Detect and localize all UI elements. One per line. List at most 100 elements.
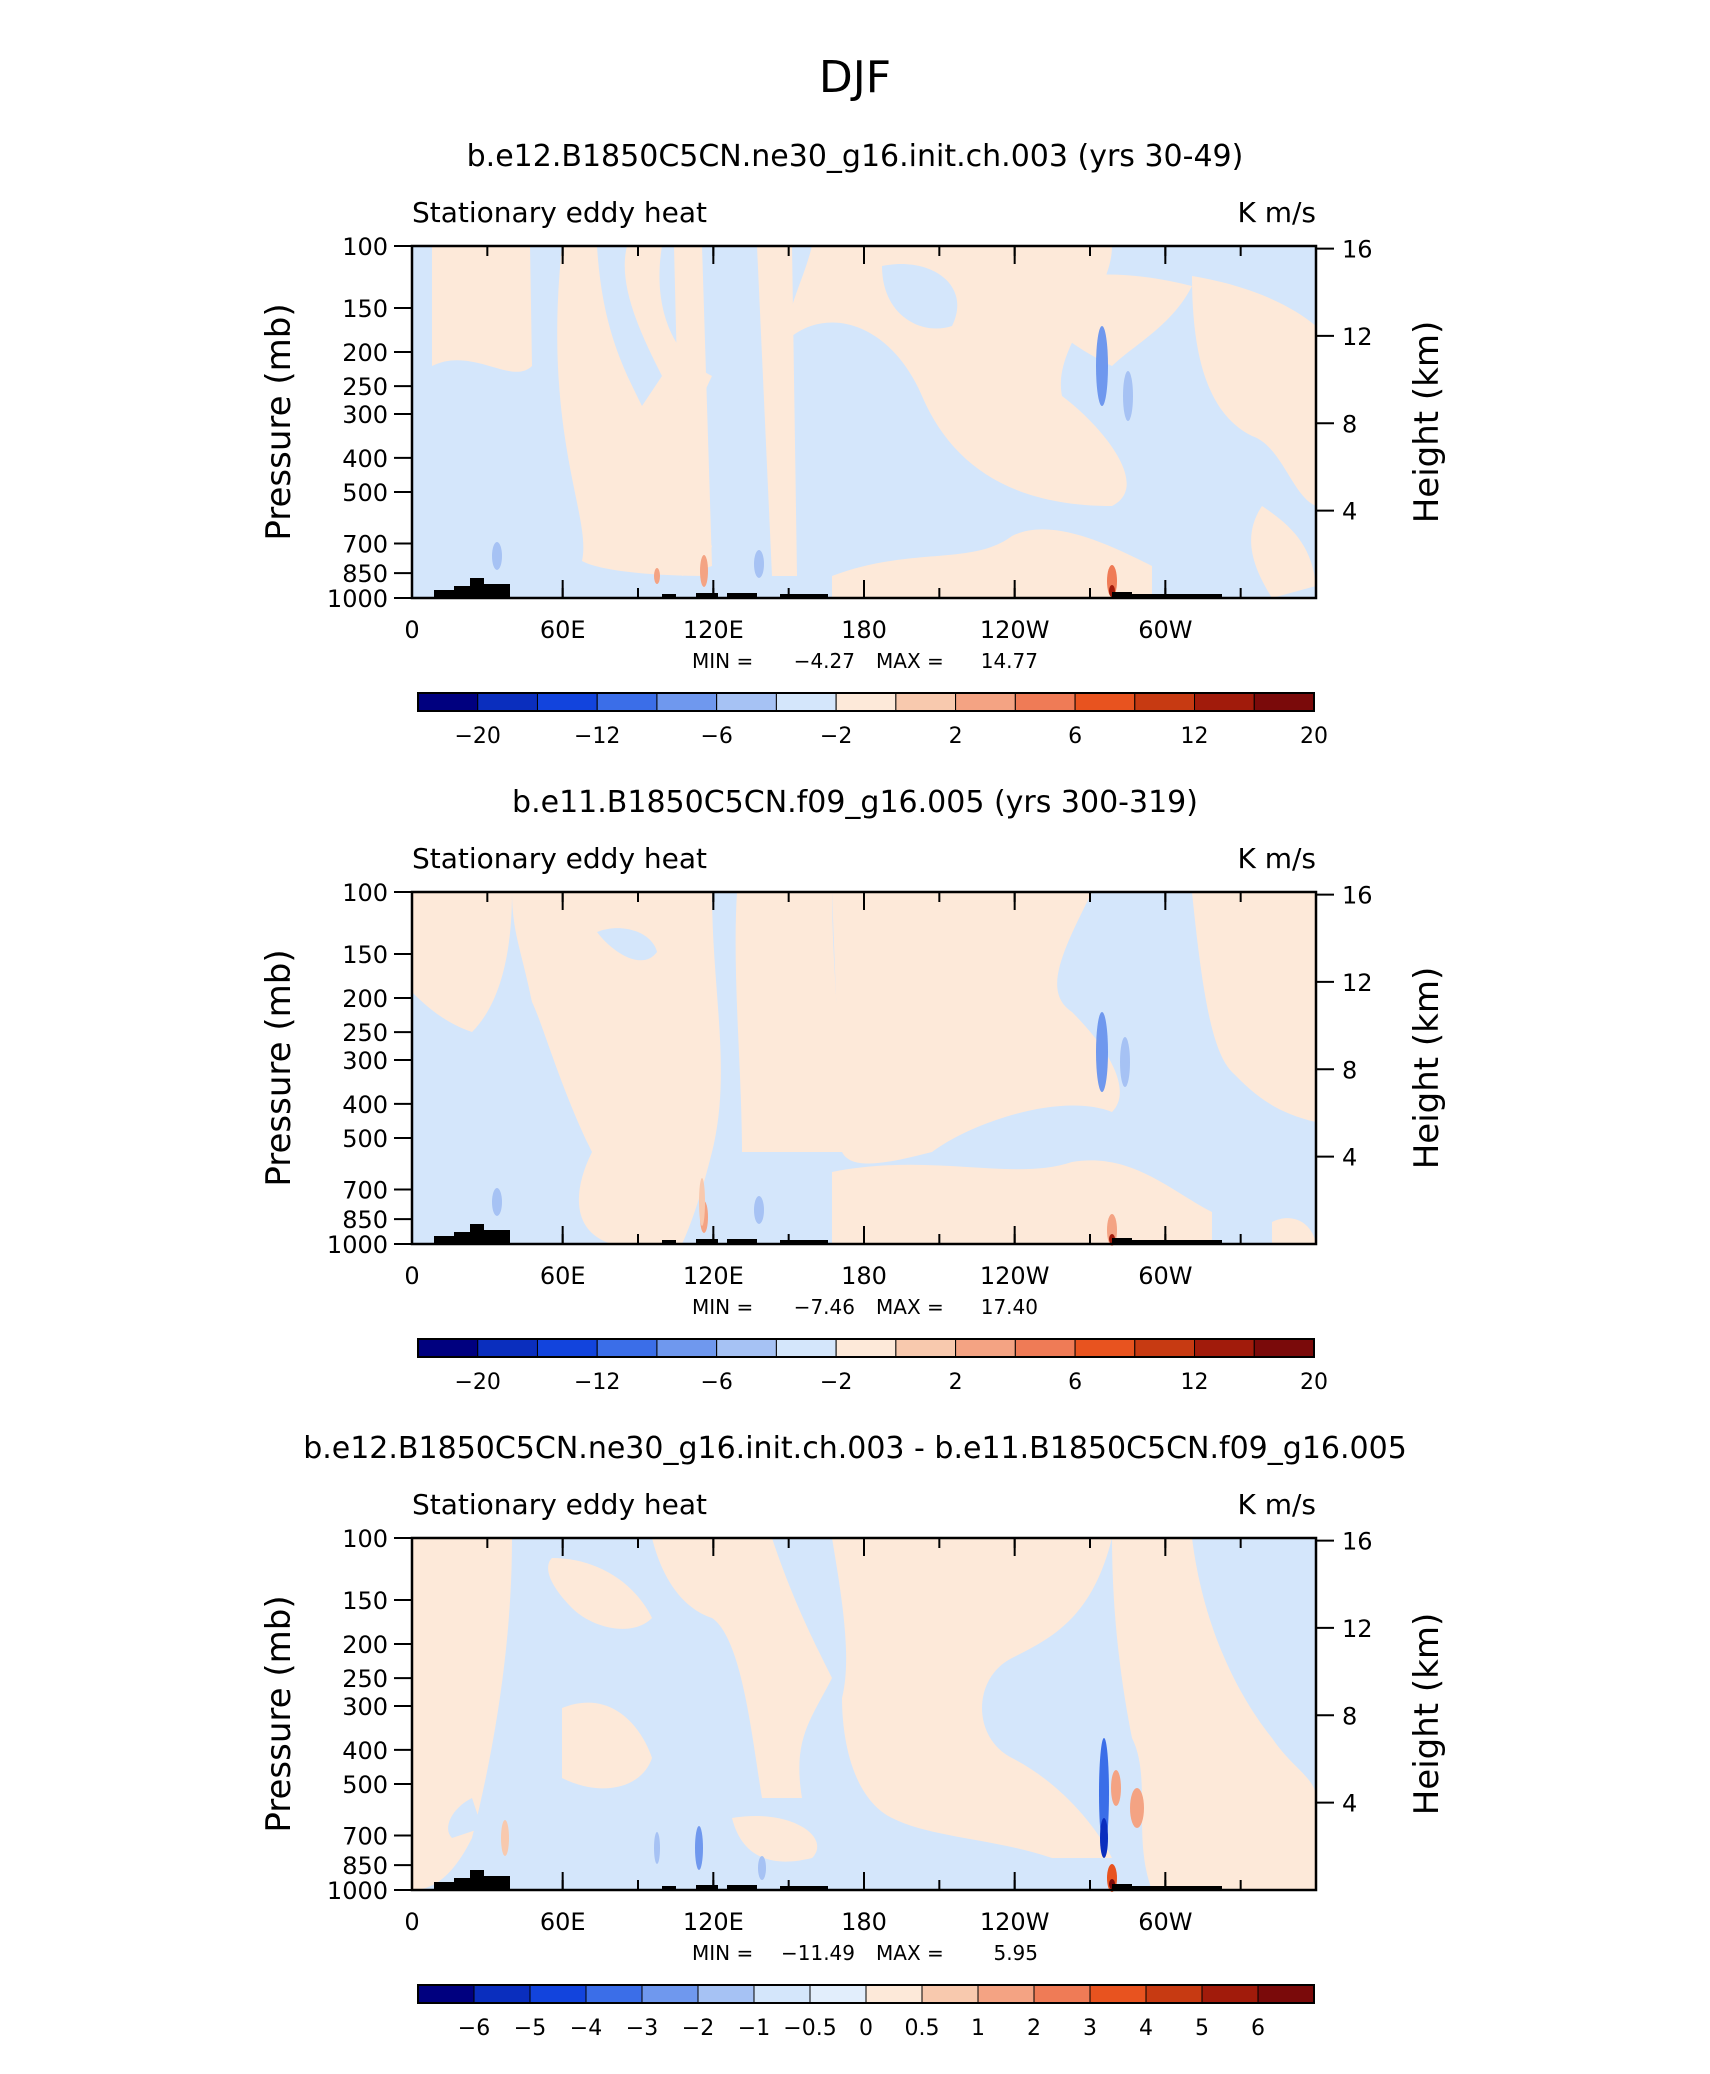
y2-tick-label: 16 (1342, 1528, 1373, 1556)
colorbar-label: 2 (1027, 2016, 1041, 2041)
colorbar-swatch (835, 692, 897, 712)
y-tick-label: 100 (342, 1525, 388, 1553)
min-value: −4.27 (794, 649, 855, 673)
y2-tick-label: 4 (1342, 498, 1357, 526)
colorbar-swatch (865, 1984, 923, 2004)
topography-mask (434, 578, 1222, 598)
topography-block (470, 1224, 484, 1244)
colorbar-label: 12 (1181, 724, 1209, 749)
colorbar-swatch (753, 1984, 811, 2004)
panel-left-label: Stationary eddy heat (412, 1488, 707, 1521)
topography-block (662, 1886, 676, 1890)
x-tick-label: 120E (683, 1908, 744, 1936)
y-tick-label: 300 (342, 1047, 388, 1075)
topography-mask (434, 1224, 1222, 1244)
topography-block (727, 593, 757, 598)
topography-block (470, 1870, 484, 1890)
colorbar-label: 12 (1181, 1370, 1209, 1395)
panel-units-label: K m/s (1237, 196, 1316, 229)
topography-block (434, 1882, 454, 1890)
y-tick-label: 150 (342, 1587, 388, 1615)
y2-tick-label: 16 (1342, 882, 1373, 910)
min-label: MIN = (692, 1941, 753, 1965)
colorbar-label: −20 (455, 724, 501, 749)
max-value: 14.77 (981, 649, 1038, 673)
contour-field (412, 246, 1316, 598)
y-tick-label: 500 (342, 1125, 388, 1153)
colorbar-swatch (417, 1984, 475, 2004)
topography-block (727, 1239, 757, 1244)
colorbar-swatch (895, 1338, 957, 1358)
colorbar-swatch (716, 692, 777, 712)
colorbar-swatch (596, 692, 658, 712)
colorbar-label: 2 (949, 1370, 963, 1395)
colorbar-swatch (1033, 1984, 1091, 2004)
colorbar-swatch (1074, 692, 1136, 712)
colorbar-swatch (955, 692, 1016, 712)
colorbar-swatch (477, 692, 538, 712)
colorbar-label: −2 (820, 724, 852, 749)
topography-block (484, 1230, 510, 1244)
y-tick-label: 700 (342, 530, 388, 558)
y-tick-label: 1000 (327, 1231, 388, 1259)
y-tick-label: 150 (342, 941, 388, 969)
colorbar-swatch (473, 1984, 531, 2004)
topography-block (662, 1240, 676, 1244)
y-tick-label: 150 (342, 295, 388, 323)
colorbar-label: 0 (859, 2016, 873, 2041)
min-value: −7.46 (794, 1295, 855, 1319)
panel-left-label: Stationary eddy heat (412, 842, 707, 875)
y-tick-label: 400 (342, 445, 388, 473)
colorbar-label: −0.5 (783, 2016, 836, 2041)
colorbar-swatch (716, 1338, 777, 1358)
y-tick-label: 300 (342, 401, 388, 429)
topography-block (780, 1240, 828, 1244)
y2-tick-label: 8 (1342, 410, 1357, 438)
colorbar-frame (417, 1984, 1315, 2004)
y-tick-label: 850 (342, 560, 388, 588)
colorbar-swatch (775, 1338, 837, 1358)
y2-tick-label: 12 (1342, 1615, 1373, 1643)
x-tick-label: 180 (841, 1908, 887, 1936)
y-tick-label: 400 (342, 1091, 388, 1119)
panel-left-label: Stationary eddy heat (412, 196, 707, 229)
colorbar-swatch (1134, 692, 1196, 712)
colorbar-label: 3 (1083, 2016, 1097, 2041)
y-tick-label: 100 (342, 879, 388, 907)
colorbar-label: −12 (574, 1370, 620, 1395)
y-axis-label: Pressure (mb) (259, 1595, 299, 1832)
colorbar-swatch (417, 692, 479, 712)
x-tick-label: 120W (980, 1262, 1050, 1290)
y-tick-label: 500 (342, 1771, 388, 1799)
colorbar-swatch (697, 1984, 755, 2004)
colorbar-label: 4 (1139, 2016, 1153, 2041)
colorbar-swatch (417, 1338, 479, 1358)
contour-field (412, 892, 1316, 1246)
topography-block (727, 1885, 757, 1890)
colorbar-label: −2 (820, 1370, 852, 1395)
panels: b.e12.B1850C5CN.ne30_g16.init.ch.003 (yr… (259, 139, 1447, 2041)
x-tick-label: 120E (683, 616, 744, 644)
max-value: 5.95 (993, 1941, 1038, 1965)
x-tick-label: 120W (980, 616, 1050, 644)
colorbar-swatch (977, 1984, 1035, 2004)
colorbar-label: −4 (570, 2016, 602, 2041)
y-tick-label: 200 (342, 1631, 388, 1659)
colorbar-swatch (955, 1338, 1016, 1358)
topography-block (696, 1885, 718, 1890)
colorbar-swatch (536, 1338, 598, 1358)
y-axis-label: Pressure (mb) (259, 949, 299, 1186)
colorbar-label: 0.5 (905, 2016, 940, 2041)
x-tick-label: 60E (540, 1262, 586, 1290)
colorbar-swatch (1074, 1338, 1136, 1358)
x-tick-label: 60W (1138, 616, 1192, 644)
x-tick-label: 60E (540, 1908, 586, 1936)
y2-axis-label: Height (km) (1407, 1613, 1447, 1816)
colorbar-label: −6 (700, 1370, 732, 1395)
y-tick-label: 250 (342, 373, 388, 401)
x-tick-label: 120E (683, 1262, 744, 1290)
panel-title: b.e12.B1850C5CN.ne30_g16.init.ch.003 - b… (303, 1431, 1407, 1466)
y-tick-label: 500 (342, 479, 388, 507)
topography-mask (434, 1870, 1222, 1890)
x-tick-label: 60W (1138, 1908, 1192, 1936)
